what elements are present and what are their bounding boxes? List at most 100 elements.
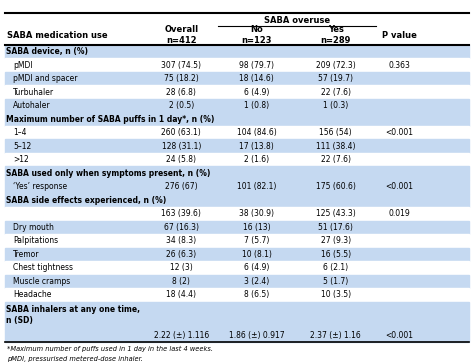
Text: <0.001: <0.001 [385,331,414,340]
Bar [5,85,469,99]
Text: 0.019: 0.019 [389,209,410,218]
Bar [5,261,469,275]
Text: <0.001: <0.001 [385,128,414,137]
Text: SABA overuse: SABA overuse [264,16,330,25]
Text: 175 (60.6): 175 (60.6) [316,182,356,191]
Text: 1 (0.8): 1 (0.8) [244,101,269,110]
Bar [5,329,469,342]
Text: pMDI and spacer: pMDI and spacer [13,74,78,83]
Text: 1.86 (±) 0.917: 1.86 (±) 0.917 [229,331,284,340]
Text: 163 (39.6): 163 (39.6) [161,209,201,218]
Text: SABA device, n (%): SABA device, n (%) [6,47,88,56]
Text: *Maximum number of puffs used in 1 day in the last 4 weeks.: *Maximum number of puffs used in 1 day i… [7,346,213,352]
Text: 75 (18.2): 75 (18.2) [164,74,199,83]
Text: 5–12: 5–12 [13,142,31,151]
Text: 1 (0.3): 1 (0.3) [323,101,348,110]
Text: 260 (63.1): 260 (63.1) [161,128,201,137]
Bar [5,99,469,113]
Text: ‘Yes’ response: ‘Yes’ response [13,182,67,191]
Text: Yes
n=289: Yes n=289 [320,25,351,45]
Text: 38 (30.9): 38 (30.9) [239,209,274,218]
Text: 2 (0.5): 2 (0.5) [169,101,194,110]
Text: 128 (31.1): 128 (31.1) [162,142,201,151]
Bar [5,234,469,248]
Text: SABA inhalers at any one time,
n (SD): SABA inhalers at any one time, n (SD) [6,306,140,325]
Bar [5,58,469,72]
Text: 156 (54): 156 (54) [319,128,352,137]
Text: 2.37 (±) 1.16: 2.37 (±) 1.16 [310,331,361,340]
Text: 8 (2): 8 (2) [173,277,190,286]
Bar [5,302,469,329]
Bar [5,126,469,139]
Text: 0.363: 0.363 [389,61,410,70]
Text: pMDI: pMDI [13,61,33,70]
Bar [5,248,469,261]
Text: 57 (19.7): 57 (19.7) [318,74,353,83]
Bar [5,288,469,302]
Text: 10 (8.1): 10 (8.1) [242,250,272,259]
Bar [5,72,469,85]
Text: Autohaler: Autohaler [13,101,51,110]
Bar [5,167,469,180]
Text: SABA medication use: SABA medication use [7,30,108,40]
Text: Tremor: Tremor [13,250,40,259]
Text: 6 (4.9): 6 (4.9) [244,87,269,97]
Bar [5,193,469,207]
Text: 26 (6.3): 26 (6.3) [166,250,196,259]
Text: 67 (16.3): 67 (16.3) [164,223,199,232]
Text: 3 (2.4): 3 (2.4) [244,277,269,286]
Text: 104 (84.6): 104 (84.6) [237,128,277,137]
Text: Maximum number of SABA puffs in 1 day*, n (%): Maximum number of SABA puffs in 1 day*, … [6,115,215,124]
Text: Turbuhaler: Turbuhaler [13,87,54,97]
Text: 24 (5.8): 24 (5.8) [166,155,196,164]
Text: 2 (1.6): 2 (1.6) [244,155,269,164]
Text: Palpitations: Palpitations [13,236,58,245]
Text: 101 (82.1): 101 (82.1) [237,182,276,191]
Bar [5,180,469,193]
Bar [5,45,469,58]
Bar [5,207,469,221]
Text: SABA side effects experienced, n (%): SABA side effects experienced, n (%) [6,196,166,205]
Text: 8 (6.5): 8 (6.5) [244,290,269,299]
Text: 1–4: 1–4 [13,128,27,137]
Bar [5,11,469,43]
Bar [5,221,469,234]
Text: P value: P value [382,30,417,40]
Text: 27 (9.3): 27 (9.3) [320,236,351,245]
Text: 6 (2.1): 6 (2.1) [323,264,348,272]
Text: 209 (72.3): 209 (72.3) [316,61,356,70]
Text: 28 (6.8): 28 (6.8) [166,87,196,97]
Text: Muscle cramps: Muscle cramps [13,277,70,286]
Text: No
n=123: No n=123 [241,25,272,45]
Text: Overall
n=412: Overall n=412 [164,25,198,45]
Text: 16 (13): 16 (13) [243,223,271,232]
Text: 10 (3.5): 10 (3.5) [320,290,351,299]
Text: 6 (4.9): 6 (4.9) [244,264,269,272]
Text: 125 (43.3): 125 (43.3) [316,209,356,218]
Text: 18 (4.4): 18 (4.4) [166,290,196,299]
Text: 2.22 (±) 1.116: 2.22 (±) 1.116 [154,331,209,340]
Text: 34 (8.3): 34 (8.3) [166,236,196,245]
Text: 276 (67): 276 (67) [165,182,198,191]
Text: SABA used only when symptoms present, n (%): SABA used only when symptoms present, n … [6,169,210,178]
Bar [5,139,469,153]
Text: 5 (1.7): 5 (1.7) [323,277,348,286]
Text: <0.001: <0.001 [385,182,414,191]
Text: 17 (13.8): 17 (13.8) [239,142,274,151]
Bar [5,275,469,288]
Text: 16 (5.5): 16 (5.5) [320,250,351,259]
Text: 18 (14.6): 18 (14.6) [239,74,274,83]
Bar [5,153,469,167]
Text: 22 (7.6): 22 (7.6) [321,155,351,164]
Text: pMDI, pressurised metered-dose inhaler.: pMDI, pressurised metered-dose inhaler. [7,355,143,362]
Text: 7 (5.7): 7 (5.7) [244,236,269,245]
Text: 307 (74.5): 307 (74.5) [161,61,201,70]
Text: 111 (38.4): 111 (38.4) [316,142,356,151]
Text: >12: >12 [13,155,29,164]
Text: Dry mouth: Dry mouth [13,223,54,232]
Text: 12 (3): 12 (3) [170,264,192,272]
Text: 22 (7.6): 22 (7.6) [321,87,351,97]
Text: Headache: Headache [13,290,52,299]
Text: 51 (17.6): 51 (17.6) [318,223,353,232]
Text: 98 (79.7): 98 (79.7) [239,61,274,70]
